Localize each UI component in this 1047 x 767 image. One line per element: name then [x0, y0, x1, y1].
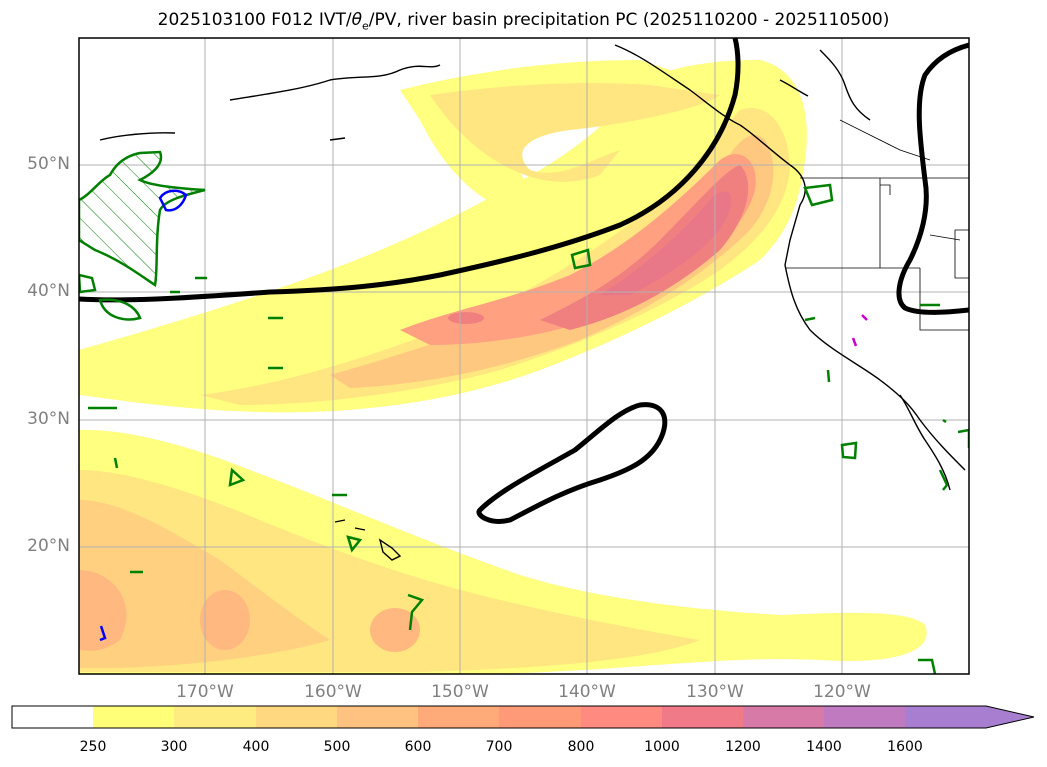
colorbar-swatch — [93, 706, 174, 728]
colorbar-extend-arrow — [905, 706, 1034, 728]
colorbar-swatch — [256, 706, 337, 728]
colorbar-swatch — [12, 706, 93, 728]
ivt-fill-500-south-3 — [370, 608, 420, 652]
colorbar-swatch — [337, 706, 418, 728]
colorbar-swatch — [581, 706, 662, 728]
coastlines — [99, 44, 966, 561]
lat-label-40n: 40°N — [27, 281, 70, 301]
colorbar-tick-250: 250 — [79, 739, 107, 755]
colorbar-tick-1000: 1000 — [644, 739, 680, 755]
ivt-fill-400-south-4 — [125, 565, 195, 615]
lat-label-20n: 20°N — [27, 536, 70, 556]
lat-label-30n: 30°N — [27, 409, 70, 429]
colorbar-tick-1200: 1200 — [725, 739, 761, 755]
colorbar-tick-700: 700 — [485, 739, 513, 755]
lat-label-50n: 50°N — [27, 154, 70, 174]
colorbar-tick-1600: 1600 — [887, 739, 923, 755]
colorbar-swatch — [418, 706, 499, 728]
map-frame — [78, 37, 970, 675]
chart-title: 2025103100 F012 IVT/θe/PV, river basin p… — [157, 10, 890, 33]
lon-label-130w: 130°W — [686, 682, 744, 702]
ivt-fill-800-west — [448, 312, 484, 324]
colorbar-swatch — [743, 706, 824, 728]
pv-contours — [99, 189, 868, 642]
colorbar-tick-400: 400 — [242, 739, 270, 755]
ivt-fill-800 — [540, 165, 749, 330]
ivt-fill-500-south — [79, 570, 127, 651]
colorbar-tick-1400: 1400 — [806, 739, 842, 755]
colorbar — [11, 705, 1035, 729]
colorbar-tick-800: 800 — [567, 739, 595, 755]
colorbar-swatch — [662, 706, 743, 728]
political-borders — [785, 119, 969, 331]
colorbar-swatch — [824, 706, 905, 728]
colorbar-tick-500: 500 — [323, 739, 351, 755]
ivt-contours — [79, 38, 969, 524]
ivt-shading — [79, 60, 927, 674]
colorbar-tick-600: 600 — [404, 739, 432, 755]
lon-label-170w: 170°W — [176, 682, 234, 702]
ivt-fill-500-south-2 — [200, 590, 250, 650]
ivt-fill-250 — [79, 60, 807, 413]
lon-label-160w: 160°W — [304, 682, 362, 702]
colorbar-tick-300: 300 — [160, 739, 188, 755]
lon-label-150w: 150°W — [431, 682, 489, 702]
colorbar-swatch — [499, 706, 581, 728]
ivt-fill-1000 — [600, 191, 732, 295]
lon-label-120w: 120°W — [813, 682, 871, 702]
ivt-fill-300-north — [430, 83, 720, 182]
colorbar-swatch — [174, 706, 256, 728]
grid-lines — [79, 38, 969, 674]
lon-label-140w: 140°W — [558, 682, 616, 702]
